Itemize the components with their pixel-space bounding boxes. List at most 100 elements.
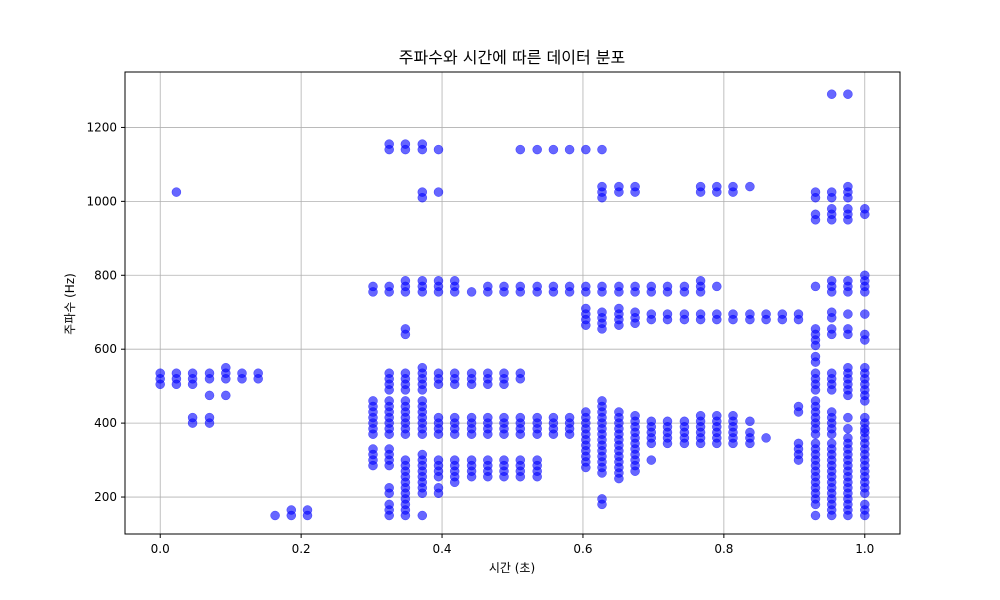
data-point (646, 309, 657, 319)
data-point (614, 407, 624, 417)
data-point (860, 204, 870, 214)
data-point (384, 139, 394, 149)
data-point (630, 181, 640, 192)
y-tick-label: 600 (94, 342, 117, 356)
data-point (646, 281, 657, 292)
data-point (860, 329, 870, 340)
data-point (171, 187, 182, 197)
data-point (662, 416, 673, 427)
data-point (826, 276, 837, 286)
data-point (597, 494, 607, 504)
data-point (483, 368, 493, 378)
data-point (417, 449, 428, 460)
data-point (221, 362, 231, 373)
data-point (302, 505, 313, 515)
x-axis-ticks: 0.0 0.2 0.4 0.6 0.8 1.0 (151, 534, 874, 556)
data-point (843, 324, 853, 334)
data-point (564, 412, 575, 423)
data-point (695, 181, 706, 192)
data-point (662, 281, 673, 292)
data-point (155, 368, 165, 378)
y-tick-label: 400 (94, 416, 117, 430)
data-point (270, 510, 280, 521)
data-point (433, 276, 444, 286)
data-point (417, 276, 428, 286)
data-point (810, 187, 821, 197)
data-point (810, 510, 821, 521)
x-tick-label: 0.6 (573, 542, 592, 556)
y-tick-label: 800 (94, 268, 117, 282)
data-point (499, 368, 509, 378)
data-point (400, 455, 411, 465)
data-point (745, 181, 755, 192)
data-point (221, 390, 231, 401)
y-axis-label: 주파수 (Hz) (63, 273, 77, 335)
data-point (564, 144, 575, 155)
y-tick-label: 1000 (86, 194, 117, 208)
data-point (548, 281, 559, 292)
data-point (826, 368, 837, 378)
data-point (810, 209, 821, 220)
data-point (695, 410, 706, 421)
data-point (810, 438, 821, 449)
plot-frame (124, 71, 901, 535)
data-point (597, 396, 607, 406)
data-point (417, 510, 428, 521)
data-point (368, 396, 378, 406)
data-point (400, 139, 411, 149)
data-point (826, 438, 837, 449)
data-point (483, 281, 493, 292)
data-point (286, 505, 297, 515)
data-point (843, 276, 853, 286)
x-axis-label: 시간 (초) (489, 561, 535, 575)
data-point (695, 309, 706, 319)
data-point (581, 303, 591, 314)
data-point (712, 181, 722, 192)
data-point (860, 362, 870, 373)
data-point (400, 396, 411, 406)
data-point (400, 276, 411, 286)
data-point (614, 303, 624, 314)
data-point (843, 181, 853, 192)
data-point (793, 438, 804, 449)
x-tick-label: 0.4 (432, 542, 451, 556)
chart-title: 주파수와 시간에 따른 데이터 분포 (399, 48, 625, 67)
data-point (793, 309, 804, 319)
x-tick-label: 0.2 (292, 542, 311, 556)
data-point (433, 455, 444, 465)
data-point (417, 187, 428, 197)
data-point (532, 455, 542, 465)
data-point (499, 455, 509, 465)
data-point (171, 368, 182, 378)
data-point (843, 362, 853, 373)
data-point (400, 324, 411, 334)
data-point (466, 368, 477, 378)
data-point (843, 89, 853, 99)
data-point (728, 181, 738, 192)
data-point (793, 401, 804, 412)
data-point (679, 416, 690, 427)
data-point (417, 139, 428, 149)
data-point (499, 281, 509, 292)
data-point (712, 410, 722, 421)
data-point (712, 281, 722, 292)
data-point (614, 281, 624, 292)
data-point (810, 281, 821, 292)
data-point (679, 281, 690, 292)
data-point (695, 276, 706, 286)
data-point (860, 270, 870, 281)
data-point (826, 407, 837, 417)
data-point (368, 281, 378, 292)
data-point (384, 499, 394, 510)
data-point (433, 187, 444, 197)
data-point (777, 309, 788, 319)
data-point (826, 324, 837, 334)
data-point (581, 144, 591, 155)
data-point (204, 412, 215, 423)
data-point (630, 410, 640, 421)
data-point (761, 309, 771, 319)
data-point (204, 368, 215, 378)
data-point (630, 281, 640, 292)
data-point (384, 396, 394, 406)
data-point (810, 351, 821, 362)
